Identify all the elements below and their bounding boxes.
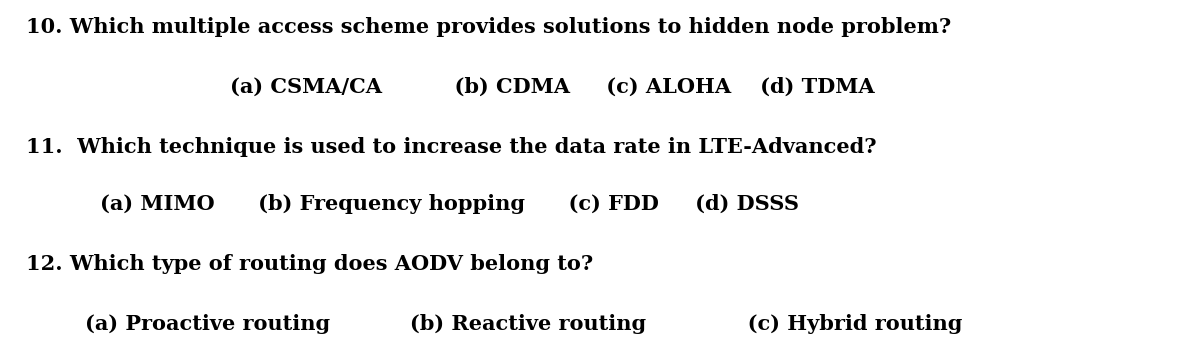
Text: 10. Which multiple access scheme provides solutions to hidden node problem?: 10. Which multiple access scheme provide… [26, 17, 952, 37]
Text: 11.  Which technique is used to increase the data rate in LTE-Advanced?: 11. Which technique is used to increase … [26, 137, 877, 157]
Text: (a) Proactive routing           (b) Reactive routing              (c) Hybrid rou: (a) Proactive routing (b) Reactive routi… [85, 314, 962, 334]
Text: (a) MIMO      (b) Frequency hopping      (c) FDD     (d) DSSS: (a) MIMO (b) Frequency hopping (c) FDD (… [100, 194, 799, 214]
Text: 12. Which type of routing does AODV belong to?: 12. Which type of routing does AODV belo… [26, 254, 593, 274]
Text: (a) CSMA/CA          (b) CDMA     (c) ALOHA    (d) TDMA: (a) CSMA/CA (b) CDMA (c) ALOHA (d) TDMA [230, 77, 875, 97]
